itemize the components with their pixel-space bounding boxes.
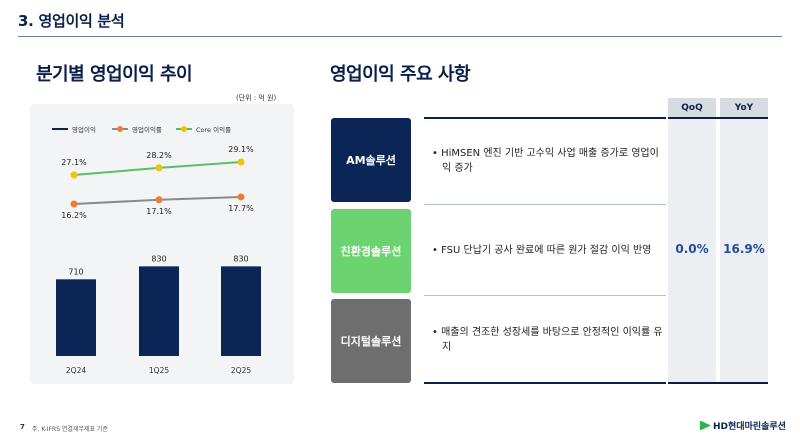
detail-row: • 매출의 견조한 성장세를 바탕으로 안정적인 이익률 유지 [424, 296, 666, 384]
bar-label-1Q25: 830 [151, 254, 166, 263]
op-margin-point-1Q25 [155, 196, 163, 204]
table-bottom-rule [668, 382, 768, 384]
op-margin-label-2Q24: 16.2% [61, 211, 87, 220]
op-margin-label-1Q25: 17.1% [146, 207, 172, 216]
bar-2Q24 [56, 279, 96, 356]
x-tick-1Q25: 1Q25 [149, 366, 169, 375]
legend-label-2: Core 이익률 [196, 125, 231, 134]
bar-label-2Q25: 830 [233, 254, 248, 263]
legend-label-0: 영업이익 [72, 125, 96, 134]
table-top-rule [668, 117, 768, 119]
footnote: 주. K-IFRS 연결재무제표 기준 [32, 426, 108, 433]
legend-marker-2 [181, 126, 187, 132]
op-margin-point-2Q24 [70, 200, 78, 208]
yoy-header: YoY [720, 98, 768, 118]
detail-top-rule [424, 117, 666, 119]
qoq-value: 0.0% [675, 242, 709, 256]
yoy-value: 16.9% [723, 242, 765, 256]
core-margin-label-2Q24: 27.1% [61, 158, 87, 167]
bar-2Q25 [221, 266, 261, 356]
x-tick-2Q25: 2Q25 [231, 366, 251, 375]
bar-label-2Q24: 710 [68, 267, 83, 276]
op-margin-label-2Q25: 17.7% [228, 204, 254, 213]
core-margin-point-2Q24 [70, 171, 78, 179]
detail-row: • HiMSEN 엔진 기반 고수익 사업 매출 증가로 영업이익 증가 [424, 118, 666, 204]
core-margin-point-2Q25 [237, 158, 245, 166]
x-tick-2Q24: 2Q24 [66, 366, 86, 375]
company-logo: HD현대마린솔루션 [700, 419, 786, 432]
category-eco-solution: 친환경솔루션 [331, 209, 411, 293]
legend-label-1: 영업이익률 [132, 125, 162, 134]
detail-text: • FSU 단납기 공사 완료에 따른 원가 절감 이익 반영 [432, 244, 652, 256]
detail-divider [424, 295, 666, 296]
summary-title: 영업이익 주요 사항 [330, 64, 471, 85]
core-margin-label-2Q25: 29.1% [228, 145, 254, 154]
detail-divider [424, 204, 666, 205]
header-divider [18, 36, 782, 37]
bar-1Q25 [139, 266, 179, 356]
category-digital-solution: 디지털솔루션 [331, 299, 411, 383]
core-margin-point-1Q25 [155, 164, 163, 172]
qoq-header: QoQ [668, 98, 716, 118]
logo-mark-icon [700, 420, 711, 431]
qoq-column [668, 118, 716, 383]
detail-text: • HiMSEN 엔진 기반 고수익 사업 매출 증가로 영업이익 증가 [432, 148, 659, 174]
chart-title: 분기별 영업이익 추이 [36, 64, 193, 85]
detail-text: • 매출의 견조한 성장세를 바탕으로 안정적인 이익률 유지 [432, 327, 663, 353]
operating-profit-chart: 영업이익 영업이익률 Core 이익률 710 2Q24 830 1Q25 830 2Q25 27… [52, 125, 261, 375]
chart-panel: 영업이익 영업이익률 Core 이익률 710 2Q24 830 1Q25 830 2Q25 27… [30, 104, 294, 384]
yoy-column [720, 118, 768, 383]
op-margin-point-2Q25 [237, 193, 245, 201]
section-title: 3. 영업이익 분석 [18, 12, 125, 30]
legend-marker-1 [117, 126, 123, 132]
page-number: 7 [20, 423, 25, 431]
detail-row: • FSU 단납기 공사 완료에 따른 원가 절감 이익 반영 [424, 205, 666, 295]
unit-label: (단위 : 억 원) [236, 94, 277, 102]
logo-text: HD현대마린솔루션 [713, 422, 786, 432]
core-margin-label-1Q25: 28.2% [146, 151, 172, 160]
category-am-solution: AM솔루션 [331, 118, 411, 202]
detail-bottom-rule [424, 382, 666, 384]
